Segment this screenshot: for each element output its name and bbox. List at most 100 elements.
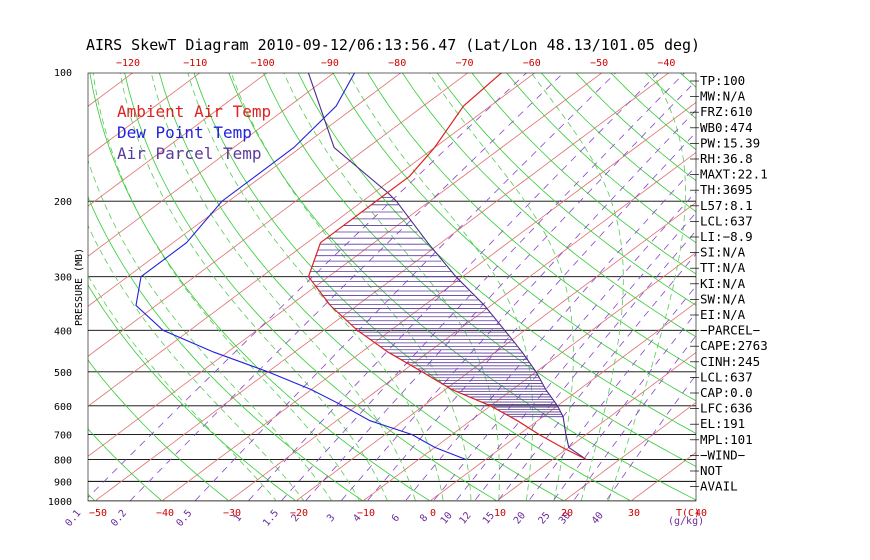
mixing-ratio-tick-label: 40	[590, 510, 606, 526]
mixing-ratio-line	[304, 80, 696, 501]
mixing-ratio-tick-label: 25	[537, 510, 553, 526]
mixing-ratio-tick-label: 2	[289, 513, 301, 525]
legend-dew-point-temp: Dew Point Temp	[117, 123, 252, 142]
mixing-ratio-line	[366, 131, 696, 501]
moist-adiabat-line	[88, 224, 305, 501]
mixing-ratio-line	[432, 191, 696, 501]
bottom-temp-tick-label: −30	[223, 508, 241, 519]
index-label: PW:15.39	[700, 135, 760, 150]
dry-adiabat-line	[783, 72, 870, 510]
index-label: RH:36.8	[700, 151, 753, 166]
dry-adiabat-line	[853, 72, 870, 510]
dry-adiabat-line	[124, 73, 498, 501]
top-temp-tick-label: −40	[657, 58, 675, 69]
indices-panel: TP:100MW:N/AFRZ:610WB0:474PW:15.39RH:36.…	[690, 73, 768, 494]
mixing-ratio-line	[280, 73, 685, 501]
legend-air-parcel-temp: Air Parcel Temp	[117, 144, 262, 163]
mixing-ratio-line	[497, 253, 696, 501]
plot-frame	[87, 72, 697, 502]
top-temp-tick-label: −60	[523, 58, 541, 69]
index-label: WB0:474	[700, 120, 753, 135]
dry-adiabat-line	[193, 73, 632, 501]
mixing-ratio-tick-label: 12	[457, 510, 473, 526]
index-label: MW:N/A	[700, 89, 746, 104]
dry-adiabat-line	[88, 428, 163, 501]
dry-adiabat-line	[749, 72, 870, 510]
mixing-ratio-tick-label: 20	[512, 510, 528, 526]
index-label: EL:191	[700, 416, 745, 431]
moist-adiabat-line	[348, 73, 534, 501]
index-label: −WIND−	[700, 447, 745, 462]
index-label: LI:−8.9	[700, 229, 753, 244]
index-label: TT:N/A	[700, 260, 746, 275]
mixing-ratio-tick-label: 4	[351, 513, 363, 525]
moist-adiabat-line	[187, 73, 444, 501]
index-label: FRZ:610	[700, 104, 753, 119]
dry-adiabat-line	[367, 73, 696, 370]
profile-layer	[135, 73, 587, 460]
top-temp-tick-label: −110	[183, 58, 207, 69]
mixing-ratio-tick-label: 3	[325, 513, 337, 525]
ambient-temp-line	[307, 73, 587, 460]
isotherm-line	[563, 401, 696, 501]
bottom-temp-tick-label: −50	[89, 508, 107, 519]
index-label: CAPE:2763	[700, 338, 768, 353]
moist-adiabat-line	[88, 274, 277, 501]
bottom-temp-tick-label: 30	[628, 508, 640, 519]
index-label: CINH:245	[700, 354, 760, 369]
pressure-tick-label: 500	[54, 368, 72, 379]
moist-adiabat-line	[428, 73, 574, 501]
mixing-ratio-tick-label: 1	[232, 513, 244, 525]
pressure-tick-label: 900	[54, 477, 72, 488]
dry-adiabat-line	[263, 73, 696, 467]
bottom-temp-tick-label: −40	[156, 508, 174, 519]
index-label: MAXT:22.1	[700, 167, 768, 182]
bottom-temp-tick-label: 0	[430, 508, 436, 519]
isotherm-line	[88, 73, 402, 307]
bottom-temp-tick-label: 10	[494, 508, 506, 519]
isotherm-line	[295, 201, 696, 501]
dry-adiabat-line	[332, 73, 696, 402]
index-label: KI:N/A	[700, 276, 746, 291]
legend: Ambient Air Temp Dew Point Temp Air Parc…	[117, 102, 271, 163]
dry-adiabat-line	[471, 73, 696, 275]
mixing-ratio-line	[455, 212, 696, 501]
index-label: TP:100	[700, 73, 745, 88]
mixing-ratio-unit: (g/kg)	[668, 516, 704, 527]
pressure-tick-label: 100	[54, 68, 72, 79]
top-temp-tick-label: −70	[455, 58, 473, 69]
pressure-tick-label: 600	[54, 402, 72, 413]
temp-unit-label: T(C)	[676, 508, 700, 519]
mixing-ratio-line	[88, 73, 527, 498]
index-label: AVAIL	[700, 479, 738, 494]
pressure-tick-label: 300	[54, 273, 72, 284]
index-label: TH:3695	[700, 182, 753, 197]
mixing-ratio-tick-label: 1.5	[261, 508, 281, 529]
grid-layer	[88, 72, 870, 510]
pressure-tick-label: 200	[54, 197, 72, 208]
dry-adiabat-line	[401, 73, 696, 338]
mixing-ratio-line	[404, 165, 696, 501]
bottom-temp-tick-label: −10	[357, 508, 375, 519]
top-temp-tick-label: −50	[590, 58, 608, 69]
dew-point-line	[135, 73, 466, 460]
cape-hatch-area	[308, 196, 564, 418]
top-temp-tick-label: −90	[321, 58, 339, 69]
mixing-ratio-tick-label: 0.1	[63, 508, 83, 529]
dry-adiabat-line	[297, 73, 696, 434]
moist-adiabat-line	[230, 73, 472, 501]
pressure-tick-label: 1000	[48, 497, 72, 508]
isotherm-line	[429, 301, 696, 501]
pressure-tick-label: 800	[54, 455, 72, 466]
mixing-ratio-line	[194, 73, 617, 501]
index-label: L57:8.1	[700, 198, 753, 213]
index-label: −PARCEL−	[700, 323, 760, 338]
isotherm-line	[496, 351, 696, 501]
y-axis-label: PRESSURE (MB)	[74, 248, 85, 326]
isotherm-line	[88, 73, 335, 257]
chart-title: AIRS SkewT Diagram 2010-09-12/06:13:56.4…	[86, 36, 700, 54]
legend-ambient-temp: Ambient Air Temp	[117, 102, 271, 121]
moist-adiabat-line	[119, 73, 388, 501]
dry-adiabat-line	[818, 72, 870, 510]
